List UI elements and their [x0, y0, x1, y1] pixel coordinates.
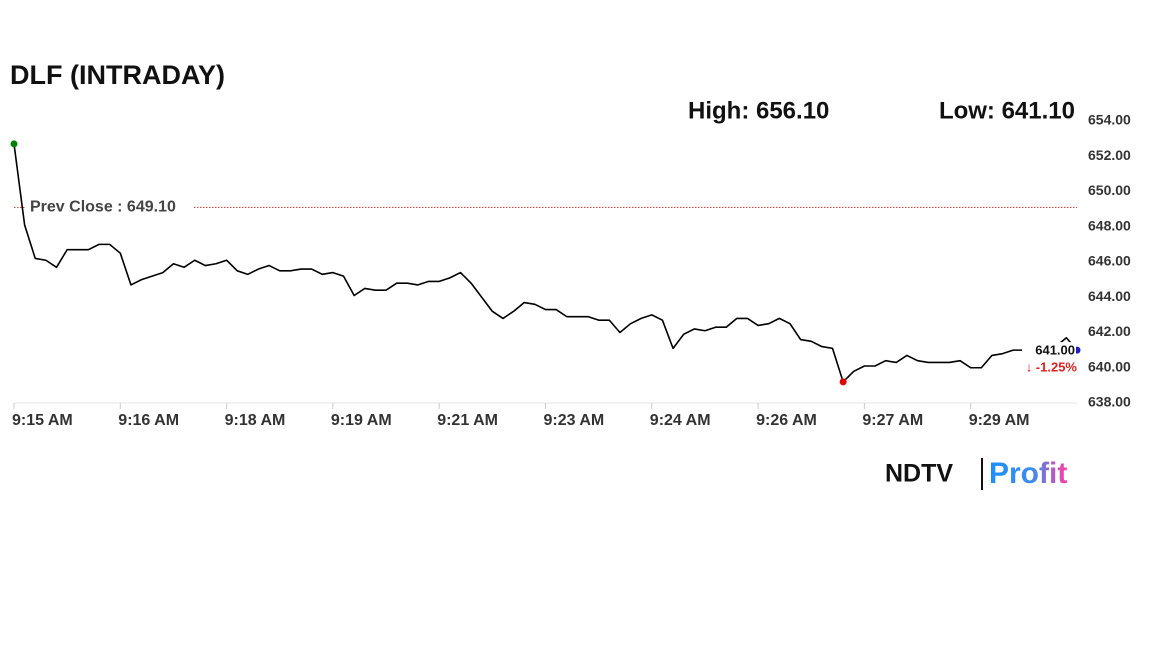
x-tick-label: 9:26 AM — [756, 412, 817, 429]
x-tick-label: 9:27 AM — [862, 412, 923, 429]
chart-title: DLF (INTRADAY) — [10, 60, 225, 90]
brand-right: Profit — [989, 457, 1067, 490]
y-tick-label: 654.00 — [1088, 112, 1131, 128]
y-tick-label: 650.00 — [1088, 182, 1131, 198]
prev-close-label: Prev Close : 649.10 — [30, 199, 176, 216]
high-label: High: 656.10 — [688, 97, 829, 124]
change-label: ↓ -1.25% — [1026, 360, 1078, 375]
x-tick-label: 9:15 AM — [12, 412, 73, 429]
x-tick-label: 9:21 AM — [437, 412, 498, 429]
y-tick-label: 642.00 — [1088, 323, 1131, 339]
y-tick-label: 644.00 — [1088, 288, 1131, 304]
y-tick-label: 646.00 — [1088, 253, 1131, 269]
last-price-label: 641.00 — [1035, 343, 1075, 358]
y-tick-label: 638.00 — [1088, 394, 1131, 410]
low-marker — [839, 378, 847, 386]
x-tick-label: 9:23 AM — [544, 412, 605, 429]
prev-close-label-bg — [25, 197, 193, 218]
x-tick-label: 9:29 AM — [969, 412, 1030, 429]
x-tick-label: 9:24 AM — [650, 412, 711, 429]
y-tick-label: 648.00 — [1088, 217, 1131, 233]
x-tick-label: 9:16 AM — [118, 412, 179, 429]
x-tick-label: 9:19 AM — [331, 412, 392, 429]
low-label: Low: 641.10 — [939, 97, 1075, 124]
price-line — [13, 143, 1078, 383]
last-price-bg — [1022, 342, 1076, 377]
y-tick-label: 652.00 — [1088, 147, 1131, 163]
brand-left: NDTV — [885, 460, 953, 488]
start-marker — [10, 140, 18, 148]
x-tick-label: 9:18 AM — [225, 412, 286, 429]
y-tick-label: 640.00 — [1088, 358, 1131, 374]
